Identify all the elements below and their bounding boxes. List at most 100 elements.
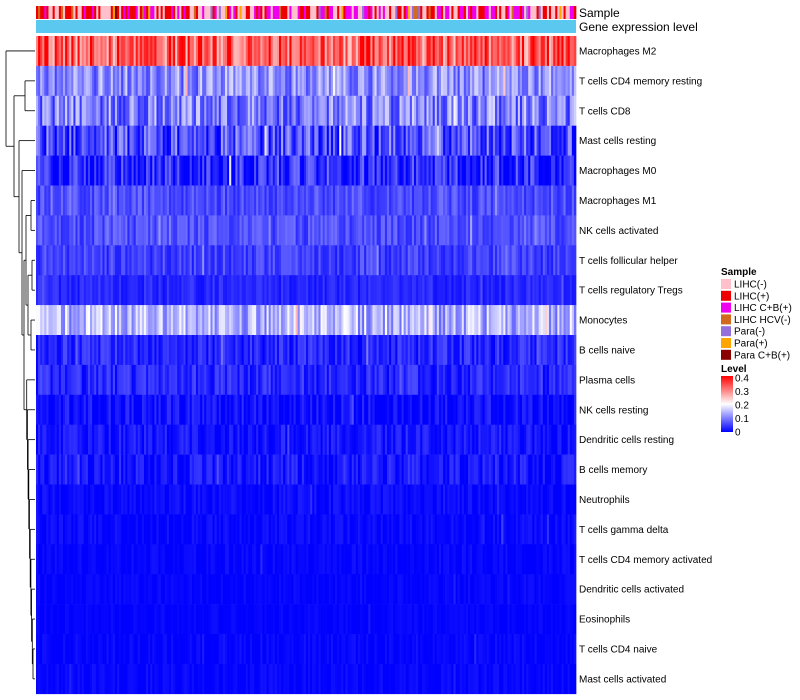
heatmap-cell	[544, 65, 548, 97]
heatmap-cell	[131, 484, 134, 515]
heatmap-cell	[397, 245, 400, 276]
heatmap-cell	[355, 185, 359, 216]
heatmap-cell	[287, 95, 290, 126]
heatmap-cell	[212, 215, 215, 246]
heatmap-cell	[202, 245, 205, 276]
heatmap-cell	[407, 125, 411, 156]
sample-annotation-cell	[447, 6, 450, 19]
heatmap-cell	[530, 36, 533, 67]
heatmap-cell	[333, 514, 336, 545]
heatmap-cell	[144, 305, 147, 336]
heatmap-cell	[117, 454, 120, 485]
heatmap-cell	[555, 275, 558, 306]
heatmap-cell	[303, 95, 307, 126]
heatmap-cell	[443, 394, 446, 425]
heatmap-cell	[52, 514, 56, 545]
heatmap-cell	[573, 305, 577, 336]
heatmap-cell	[239, 125, 242, 156]
heatmap-cell	[376, 484, 380, 515]
heatmap-cell	[94, 454, 97, 485]
heatmap-cell	[177, 335, 180, 366]
heatmap-cell	[175, 245, 178, 276]
heatmap-cell	[108, 514, 112, 545]
heatmap-cell	[314, 215, 317, 246]
heatmap-cell	[314, 424, 317, 455]
heatmap-cell	[461, 155, 465, 186]
heatmap-cell	[150, 364, 153, 396]
heatmap-cell	[463, 424, 467, 455]
heatmap-cell	[380, 424, 384, 455]
heatmap-cell	[405, 484, 409, 515]
heatmap-cell	[285, 275, 288, 306]
heatmap-cell	[497, 394, 500, 425]
heatmap-cell	[418, 544, 421, 575]
heatmap-cell	[542, 95, 546, 126]
sample-annotation-cell	[173, 6, 176, 19]
heatmap-cell	[90, 125, 93, 156]
heatmap-cell	[322, 454, 326, 485]
heatmap-cell	[472, 514, 475, 545]
heatmap-cell	[420, 424, 423, 455]
heatmap-cell	[318, 36, 321, 67]
heatmap-cell	[472, 215, 475, 246]
heatmap-row	[36, 95, 577, 126]
heatmap-cell	[445, 454, 448, 485]
heatmap-cell	[110, 125, 114, 156]
heatmap-cell	[297, 275, 301, 306]
heatmap-cell	[36, 305, 39, 336]
heatmap-cell	[339, 215, 342, 246]
heatmap-cell	[430, 245, 434, 276]
heatmap-cell	[96, 544, 99, 575]
heatmap-cell	[316, 125, 319, 156]
heatmap-cell	[503, 424, 506, 455]
heatmap-cell	[409, 484, 413, 515]
heatmap-cell	[69, 335, 72, 366]
heatmap-cell	[87, 125, 91, 156]
heatmap-cell	[187, 155, 191, 186]
heatmap-cell	[274, 155, 278, 186]
heatmap-cell	[94, 335, 97, 366]
heatmap-cell	[330, 155, 334, 186]
heatmap-cell	[270, 514, 274, 545]
heatmap-cell	[258, 364, 261, 396]
heatmap-cell	[372, 394, 375, 425]
heatmap-cell	[399, 514, 402, 545]
heatmap-cell	[183, 275, 186, 306]
heatmap-cell	[422, 364, 425, 396]
heatmap-cell	[139, 305, 143, 336]
heatmap-cell	[391, 95, 394, 126]
heatmap-cell	[391, 364, 394, 396]
heatmap-cell	[459, 544, 463, 575]
heatmap-cell	[534, 514, 537, 545]
heatmap-cell	[258, 95, 261, 126]
heatmap-cell	[119, 65, 122, 97]
heatmap-cell	[306, 125, 309, 156]
heatmap-cell	[364, 544, 367, 575]
heatmap-cell	[416, 305, 419, 336]
heatmap-cell	[262, 95, 265, 126]
sample-annotation-cell	[451, 6, 454, 19]
heatmap-cell	[426, 245, 429, 276]
sample-annotation-cell	[389, 6, 392, 19]
sample-annotation-cell	[488, 6, 492, 19]
heatmap-cell	[488, 155, 492, 186]
heatmap-cell	[495, 394, 498, 425]
heatmap-cell	[382, 65, 386, 97]
heatmap-cell	[397, 544, 400, 575]
heatmap-cell	[468, 305, 471, 336]
heatmap-cell	[318, 185, 321, 216]
heatmap-cell	[106, 394, 110, 425]
heatmap-cell	[274, 424, 278, 455]
sample-annotation-cell	[436, 6, 440, 19]
heatmap-cell	[52, 155, 56, 186]
heatmap-cell	[310, 65, 313, 97]
heatmap-cell	[299, 394, 303, 425]
heatmap-cell	[254, 155, 257, 186]
heatmap-cell	[430, 424, 434, 455]
heatmap-cell	[316, 245, 319, 276]
heatmap-cell	[416, 215, 419, 246]
heatmap-cell	[432, 125, 436, 156]
heatmap-cell	[428, 305, 431, 336]
heatmap-cell	[476, 394, 479, 425]
heatmap-cell	[212, 155, 215, 186]
